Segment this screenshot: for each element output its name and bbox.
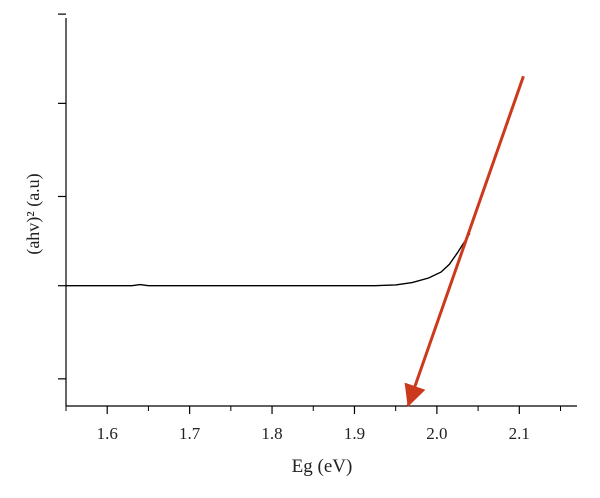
tangent-arrow bbox=[404, 75, 525, 407]
x-tick-label: 1.7 bbox=[179, 424, 201, 443]
x-tick-label: 1.9 bbox=[344, 424, 365, 443]
x-axis-label: Eg (eV) bbox=[292, 456, 353, 477]
y-axis-label: (ahv)² (a.u) bbox=[23, 173, 44, 254]
x-tick-label: 2.1 bbox=[509, 424, 530, 443]
x-tick-label: 1.8 bbox=[261, 424, 282, 443]
x-tick-label: 1.6 bbox=[97, 424, 118, 443]
absorption-curve bbox=[66, 232, 471, 287]
x-tick-label: 2.0 bbox=[426, 424, 447, 443]
